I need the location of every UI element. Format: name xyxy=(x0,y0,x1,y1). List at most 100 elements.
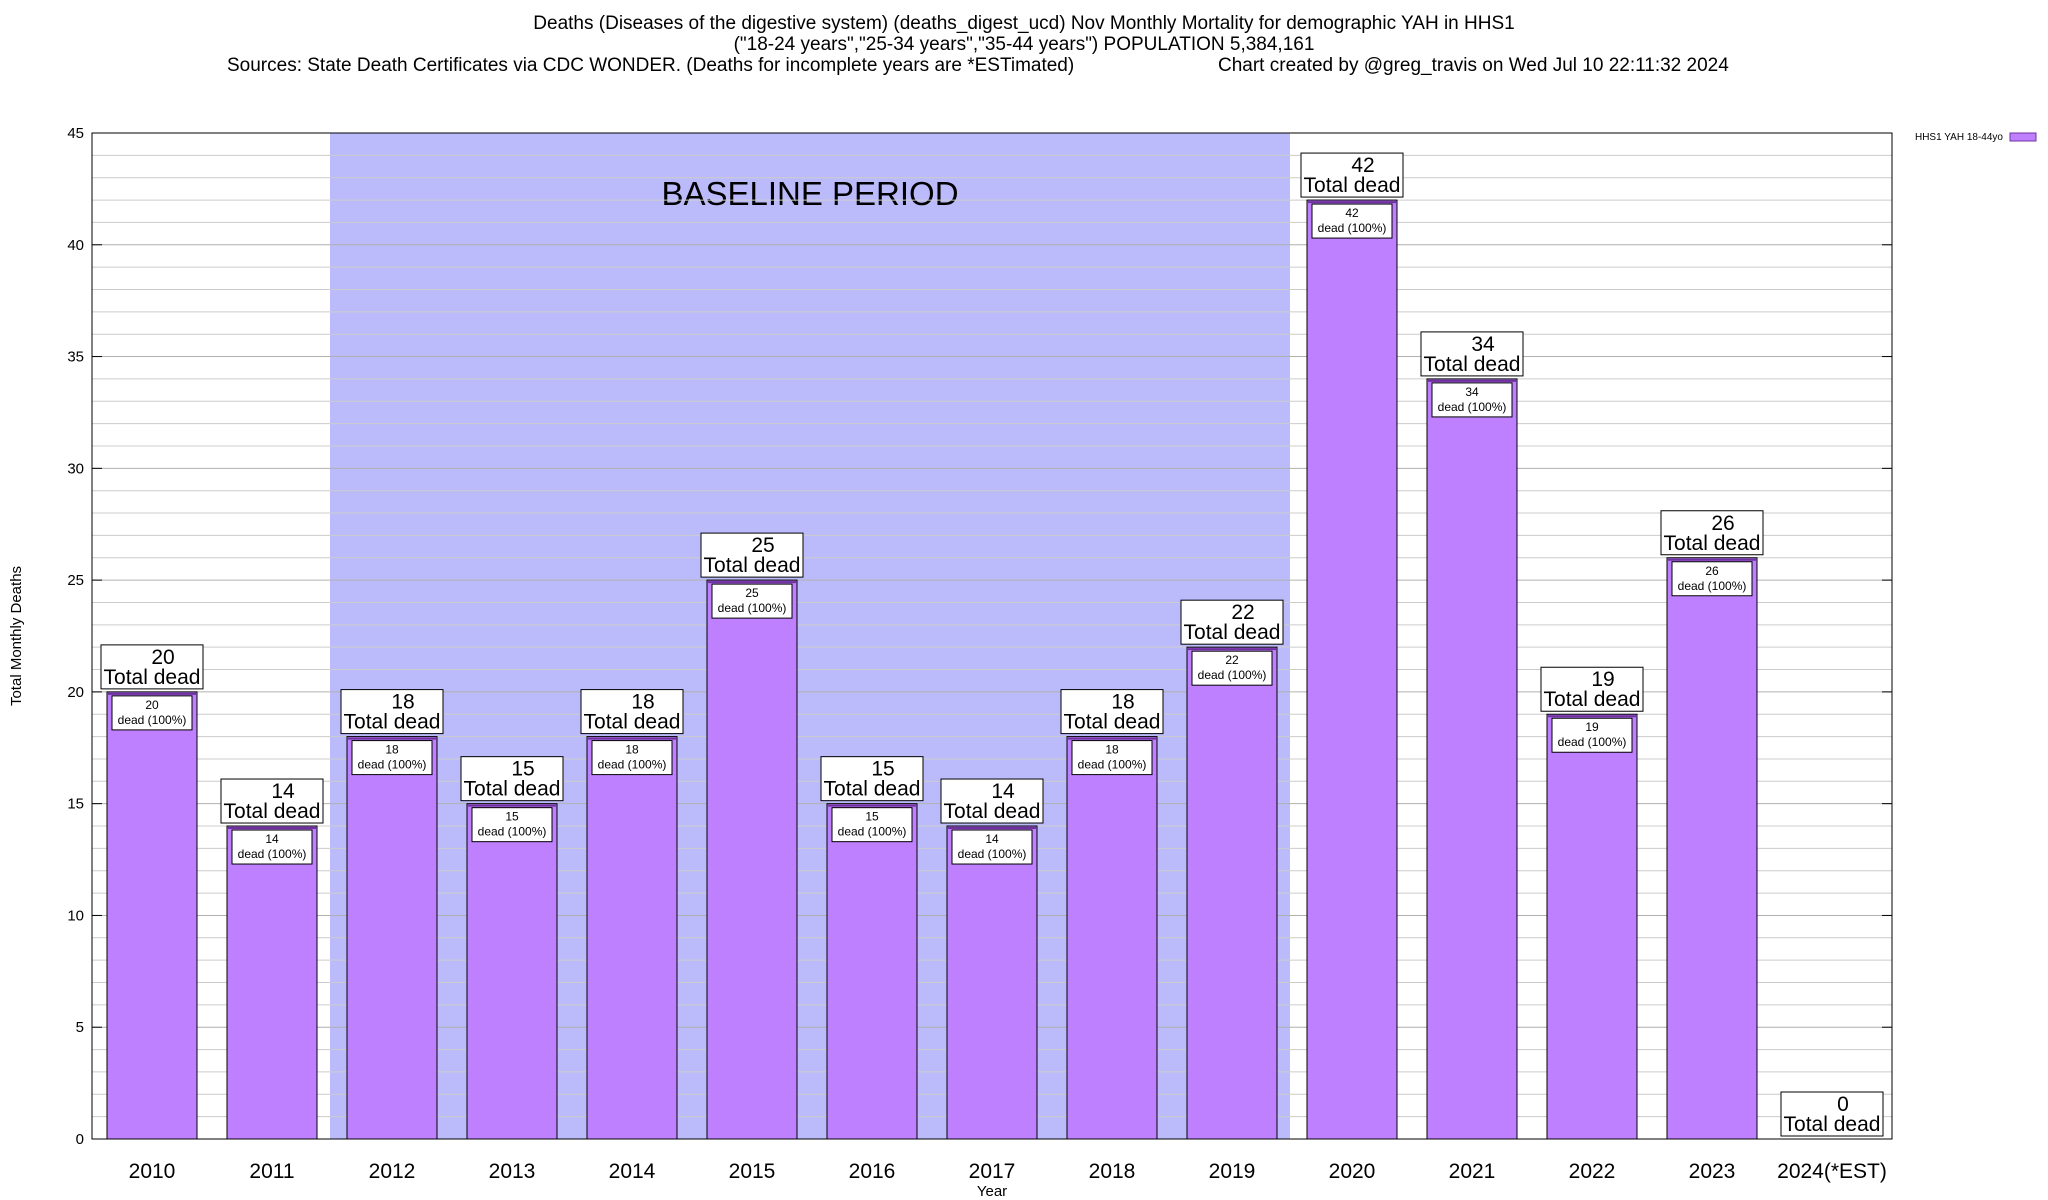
inner-label-text: dead (100%) xyxy=(1078,758,1147,772)
total-label-box xyxy=(1660,510,1764,556)
total-label-value: 14 xyxy=(991,780,1015,803)
inner-label-box xyxy=(1071,740,1153,776)
total-label-text: Total dead xyxy=(704,554,801,577)
y-tick-label: 25 xyxy=(67,572,84,589)
inner-label-value: 26 xyxy=(1705,564,1719,578)
inner-label-box xyxy=(831,807,913,843)
inner-label-value: 14 xyxy=(985,832,999,846)
total-label-text: Total dead xyxy=(224,800,321,823)
total-label-box xyxy=(1780,1091,1884,1137)
total-label-value: 19 xyxy=(1591,668,1614,691)
x-axis-title: Year xyxy=(977,1183,1007,1200)
inner-label-box xyxy=(471,807,553,843)
total-label-value: 15 xyxy=(511,758,534,781)
total-label-text: Total dead xyxy=(464,778,561,801)
y-tick-label: 5 xyxy=(76,1019,84,1036)
chart-source-text: Sources: State Death Certificates via CD… xyxy=(227,55,1075,76)
total-label-text: Total dead xyxy=(1184,621,1281,644)
inner-label-value: 34 xyxy=(1465,385,1479,399)
inner-label-text: dead (100%) xyxy=(1678,579,1747,593)
x-category-label: 2011 xyxy=(249,1160,294,1183)
inner-label-text: dead (100%) xyxy=(718,601,787,615)
total-label-value: 22 xyxy=(1231,601,1254,624)
total-label-text: Total dead xyxy=(1424,353,1521,376)
total-label-box xyxy=(1300,152,1404,198)
inner-label-text: dead (100%) xyxy=(958,847,1027,861)
total-label-box xyxy=(820,756,924,802)
y-tick-label: 0 xyxy=(76,1131,84,1148)
total-label-text: Total dead xyxy=(824,778,921,801)
x-category-label: 2019 xyxy=(1209,1160,1256,1183)
inner-label-box xyxy=(231,829,313,865)
bar xyxy=(466,803,558,1140)
y-tick-label: 15 xyxy=(67,796,84,813)
bar xyxy=(226,825,318,1140)
bar xyxy=(826,803,918,1140)
inner-label-value: 18 xyxy=(625,743,639,757)
inner-label-text: dead (100%) xyxy=(358,758,427,772)
plot-frame xyxy=(91,132,1893,1140)
total-label-text: Total dead xyxy=(104,666,201,689)
chart-credit-text: Chart created by @greg_travis on Wed Jul… xyxy=(1218,55,1729,76)
x-category-label: 2021 xyxy=(1449,1160,1496,1183)
total-label-box xyxy=(1060,689,1164,735)
inner-label-text: dead (100%) xyxy=(598,758,667,772)
x-category-label: 2020 xyxy=(1329,1160,1376,1183)
x-category-label: 2016 xyxy=(849,1160,896,1183)
chart-title-line1: Deaths (Diseases of the digestive system… xyxy=(533,13,1515,34)
bar xyxy=(1426,378,1518,1140)
inner-label-box xyxy=(711,583,793,619)
x-category-label: 2010 xyxy=(129,1160,176,1183)
inner-label-value: 18 xyxy=(1105,743,1119,757)
inner-label-box xyxy=(1431,382,1513,418)
inner-label-box xyxy=(111,695,193,731)
inner-label-value: 19 xyxy=(1585,720,1599,734)
total-label-value: 15 xyxy=(871,758,894,781)
inner-label-box xyxy=(1671,561,1753,597)
bar xyxy=(586,736,678,1140)
inner-label-text: dead (100%) xyxy=(118,713,187,727)
total-label-text: Total dead xyxy=(1304,174,1401,197)
total-label-text: Total dead xyxy=(1064,711,1161,734)
total-label-box xyxy=(580,689,684,735)
total-label-box xyxy=(460,756,564,802)
x-category-label: 2017 xyxy=(969,1160,1016,1183)
bar xyxy=(1306,199,1398,1140)
total-label-box xyxy=(940,778,1044,824)
total-label-value: 18 xyxy=(631,691,654,714)
y-tick-label: 30 xyxy=(67,460,84,477)
total-label-value: 34 xyxy=(1471,333,1495,356)
total-label-text: Total dead xyxy=(1544,688,1641,711)
x-category-label: 2013 xyxy=(489,1160,536,1183)
total-label-value: 26 xyxy=(1711,512,1734,535)
total-label-value: 14 xyxy=(271,780,295,803)
y-tick-label: 45 xyxy=(67,125,84,142)
total-label-box xyxy=(1420,331,1524,377)
bar xyxy=(1666,557,1758,1140)
total-label-box xyxy=(340,689,444,735)
total-label-text: Total dead xyxy=(1784,1113,1881,1136)
bar xyxy=(706,579,798,1140)
inner-label-value: 18 xyxy=(385,743,399,757)
bar xyxy=(1066,736,1158,1140)
inner-label-text: dead (100%) xyxy=(1558,735,1627,749)
inner-label-value: 15 xyxy=(505,810,519,824)
bar xyxy=(1546,713,1638,1140)
inner-label-box xyxy=(591,740,673,776)
x-category-label: 2015 xyxy=(729,1160,776,1183)
y-tick-label: 10 xyxy=(67,907,84,924)
y-tick-label: 40 xyxy=(67,237,84,254)
y-tick-label: 35 xyxy=(67,349,84,366)
inner-label-box xyxy=(351,740,433,776)
total-label-box xyxy=(1540,666,1644,712)
total-label-text: Total dead xyxy=(344,711,441,734)
x-category-label: 2018 xyxy=(1089,1160,1136,1183)
x-category-label: 2024(*EST) xyxy=(1777,1160,1887,1183)
inner-label-text: dead (100%) xyxy=(238,847,307,861)
total-label-value: 0 xyxy=(1837,1093,1849,1116)
total-label-text: Total dead xyxy=(584,711,681,734)
inner-label-text: dead (100%) xyxy=(478,825,547,839)
baseline-period-label: BASELINE PERIOD xyxy=(661,175,958,212)
inner-label-text: dead (100%) xyxy=(1198,668,1267,682)
